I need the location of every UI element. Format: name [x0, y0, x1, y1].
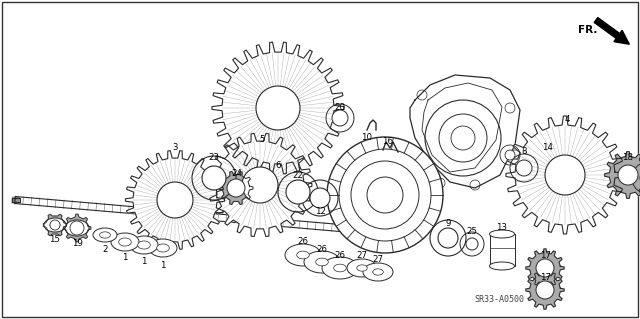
- Circle shape: [242, 167, 278, 203]
- Text: 4: 4: [564, 115, 570, 124]
- Text: 5: 5: [259, 136, 265, 145]
- Polygon shape: [605, 152, 640, 198]
- Circle shape: [536, 281, 554, 299]
- Circle shape: [618, 165, 638, 185]
- Circle shape: [466, 238, 478, 250]
- Text: 8: 8: [521, 147, 527, 157]
- Ellipse shape: [157, 244, 170, 252]
- Text: 10: 10: [362, 133, 372, 143]
- Text: 26: 26: [317, 246, 328, 255]
- Polygon shape: [526, 249, 564, 287]
- Ellipse shape: [363, 263, 393, 281]
- Ellipse shape: [50, 222, 60, 228]
- Ellipse shape: [285, 244, 321, 266]
- Text: 16: 16: [383, 137, 394, 146]
- Text: 26: 26: [335, 251, 346, 261]
- Ellipse shape: [93, 228, 117, 242]
- Circle shape: [310, 188, 330, 208]
- Text: 15: 15: [49, 235, 61, 244]
- Text: 1: 1: [122, 254, 128, 263]
- Circle shape: [50, 220, 60, 230]
- Polygon shape: [12, 198, 20, 202]
- Text: SR33-A0500: SR33-A0500: [474, 295, 524, 304]
- Ellipse shape: [118, 238, 131, 246]
- Circle shape: [505, 150, 515, 160]
- Text: 26: 26: [298, 238, 308, 247]
- Ellipse shape: [297, 251, 309, 259]
- Circle shape: [516, 160, 532, 176]
- Ellipse shape: [44, 218, 66, 232]
- Text: FR.: FR.: [578, 25, 597, 35]
- Ellipse shape: [322, 257, 358, 279]
- Circle shape: [545, 155, 585, 195]
- FancyArrow shape: [594, 18, 629, 44]
- Polygon shape: [219, 172, 253, 204]
- Circle shape: [227, 179, 245, 197]
- Circle shape: [286, 180, 310, 204]
- Ellipse shape: [149, 239, 177, 257]
- Text: 13: 13: [497, 224, 508, 233]
- Text: 27: 27: [372, 256, 383, 264]
- Ellipse shape: [490, 262, 515, 270]
- Text: 20: 20: [335, 103, 346, 113]
- Ellipse shape: [372, 269, 383, 275]
- Circle shape: [438, 228, 458, 248]
- Circle shape: [332, 110, 348, 126]
- Circle shape: [202, 166, 226, 190]
- Text: 18: 18: [623, 152, 634, 161]
- Ellipse shape: [111, 233, 139, 251]
- Circle shape: [157, 182, 193, 218]
- Polygon shape: [125, 151, 225, 249]
- Polygon shape: [15, 197, 340, 232]
- Text: 24: 24: [232, 168, 243, 177]
- Text: 14: 14: [543, 144, 554, 152]
- Text: 2: 2: [102, 246, 108, 255]
- Text: 23: 23: [209, 153, 220, 162]
- Text: 6: 6: [275, 160, 281, 169]
- Text: 1: 1: [160, 261, 166, 270]
- Text: 17: 17: [541, 250, 552, 259]
- Polygon shape: [526, 271, 564, 309]
- Ellipse shape: [130, 236, 158, 254]
- Ellipse shape: [100, 232, 111, 238]
- Text: 25: 25: [467, 227, 477, 236]
- Ellipse shape: [65, 220, 89, 236]
- Polygon shape: [410, 75, 520, 188]
- Text: 3: 3: [172, 144, 178, 152]
- Ellipse shape: [316, 258, 328, 266]
- Text: 9: 9: [445, 219, 451, 227]
- Ellipse shape: [356, 265, 367, 271]
- Text: 27: 27: [356, 250, 367, 259]
- Polygon shape: [212, 42, 344, 174]
- Ellipse shape: [138, 241, 150, 249]
- Text: 12: 12: [316, 207, 326, 217]
- Text: 19: 19: [72, 239, 83, 248]
- Ellipse shape: [347, 259, 377, 277]
- Bar: [490, 234, 515, 266]
- Circle shape: [70, 221, 84, 235]
- Ellipse shape: [304, 251, 340, 273]
- Polygon shape: [44, 214, 67, 236]
- Circle shape: [256, 86, 300, 130]
- Circle shape: [327, 137, 443, 253]
- Polygon shape: [208, 133, 312, 237]
- Polygon shape: [506, 116, 624, 234]
- Circle shape: [536, 259, 554, 277]
- Text: 17: 17: [541, 273, 552, 283]
- Text: 1: 1: [141, 257, 147, 266]
- Ellipse shape: [490, 230, 515, 238]
- Ellipse shape: [333, 264, 346, 272]
- Text: 22: 22: [292, 170, 303, 180]
- Polygon shape: [63, 214, 91, 242]
- Ellipse shape: [72, 224, 83, 232]
